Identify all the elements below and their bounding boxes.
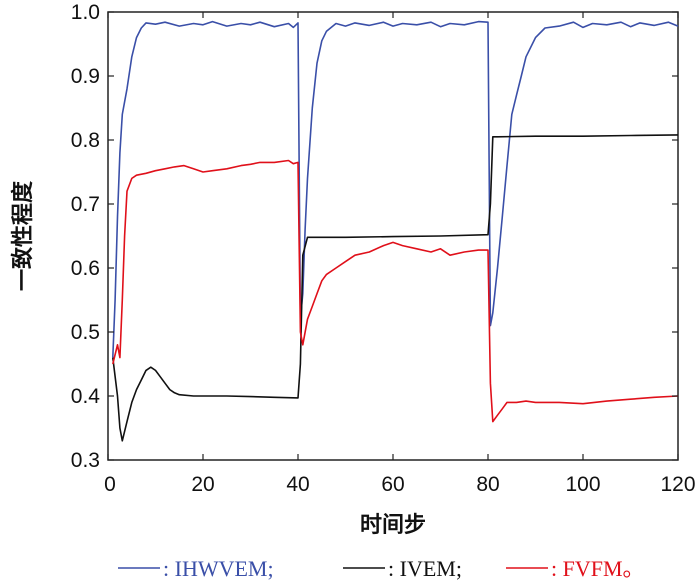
- legend-label-fvfm: : FVFM。: [551, 556, 645, 581]
- x-tick-label: 100: [565, 473, 600, 496]
- series-line-ivem: [112, 134, 679, 442]
- y-tick-label: 0.8: [71, 129, 100, 152]
- y-tick-label: 0.3: [71, 449, 100, 472]
- y-tick-label: 0.7: [71, 193, 100, 216]
- tick-layer: 0 20 40 60 80 100 120 0.3 0.4 0.5 0.6 0.7 0.8 0.9 1.0: [71, 1, 696, 496]
- y-tick-label: 0.6: [71, 257, 100, 280]
- x-tick-label: 80: [476, 473, 499, 496]
- x-tick-label: 40: [286, 473, 309, 496]
- x-axis-title: 时间步: [360, 512, 426, 538]
- y-tick-label: 0.4: [71, 385, 101, 408]
- x-tick-label: 0: [104, 473, 116, 496]
- legend-label-ihwvem: : IHWVEM;: [163, 556, 274, 581]
- legend: : IHWVEM; : IVEM; : FVFM。: [118, 556, 645, 581]
- y-tick-label: 0.9: [71, 65, 100, 88]
- x-tick-label: 120: [660, 473, 695, 496]
- legend-label-ivem: : IVEM;: [388, 556, 462, 581]
- series-line-ihwvem: [112, 20, 679, 358]
- x-tick-label: 20: [191, 473, 214, 496]
- series-line-fvfm: [112, 159, 679, 423]
- y-tick-label: 0.5: [71, 321, 100, 344]
- series-layer: [112, 20, 679, 442]
- x-tick-label: 60: [381, 473, 404, 496]
- y-tick-label: 1.0: [71, 1, 100, 24]
- y-axis-title: 一致性程度: [10, 180, 36, 291]
